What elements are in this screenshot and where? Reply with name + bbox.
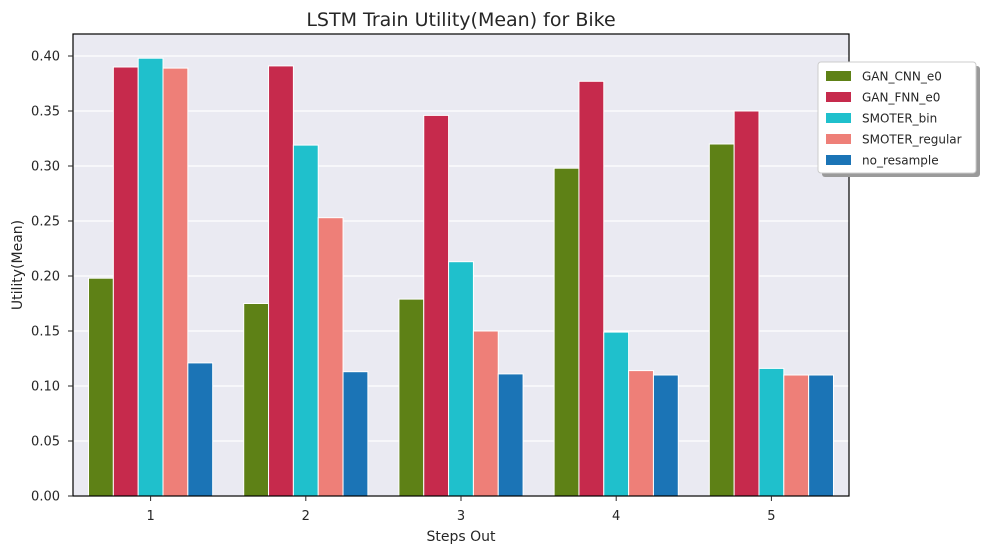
bar-smoter-bin-step-4	[603, 331, 630, 497]
bar-smoter-bin-step-5	[758, 367, 785, 497]
bar-smoter-bin-step-1	[137, 57, 164, 497]
legend-label: GAN_CNN_e0	[862, 70, 942, 84]
bar-no-resample-step-5	[808, 374, 834, 497]
bars	[88, 57, 834, 497]
bar-gan-cnn-e0-step-1	[88, 277, 114, 497]
bar-smoter-bin-step-2	[292, 144, 319, 497]
legend-swatch-no-resample	[826, 155, 851, 165]
chart-title: LSTM Train Utility(Mean) for Bike	[306, 9, 615, 31]
bar-no-resample-step-2	[342, 371, 369, 497]
y-tick-label: 0.30	[31, 160, 60, 175]
legend-swatch-gan-cnn-e0	[826, 71, 851, 81]
legend-label: SMOTER_regular	[862, 133, 962, 147]
bar-smoter-bin-step-3	[448, 261, 474, 497]
x-tick-label: 4	[612, 509, 620, 524]
bar-no-resample-step-3	[497, 373, 524, 497]
legend-swatch-gan-fnn-e0	[826, 92, 851, 102]
bar-gan-cnn-e0-step-2	[243, 303, 270, 497]
x-axis-ticks: 1 2 3 4 5	[146, 496, 776, 524]
bar-gan-fnn-e0-step-2	[268, 65, 294, 497]
bar-smoter-regular-step-2	[317, 217, 344, 497]
y-tick-label: 0.10	[31, 380, 60, 395]
bar-gan-cnn-e0-step-4	[553, 167, 580, 497]
legend-items: GAN_CNN_e0 GAN_FNN_e0 SMOTER_bin SMOTER_reg…	[826, 70, 962, 168]
bar-smoter-regular-step-5	[783, 374, 810, 497]
bar-gan-cnn-e0-step-5	[708, 143, 735, 497]
bar-gan-cnn-e0-step-3	[398, 298, 425, 497]
y-tick-label: 0.40	[31, 50, 60, 65]
legend-swatch-smoter-bin	[826, 113, 851, 123]
bar-smoter-regular-step-1	[162, 67, 189, 497]
bar-no-resample-step-4	[652, 374, 679, 497]
legend-swatch-smoter-regular	[826, 134, 851, 144]
y-tick-label: 0.05	[31, 435, 60, 450]
y-axis-label: Utility(Mean)	[10, 220, 26, 310]
y-tick-label: 0.25	[31, 215, 60, 230]
x-tick-label: 5	[767, 509, 775, 524]
bar-smoter-regular-step-3	[472, 330, 499, 497]
bar-gan-fnn-e0-step-5	[733, 110, 760, 497]
bar-no-resample-step-1	[187, 362, 214, 497]
legend-label: no_resample	[862, 154, 939, 168]
y-tick-label: 0.20	[31, 270, 60, 285]
y-axis-ticks: 0.00 0.05 0.10 0.15 0.20 0.25 0.30 0.35 0.40	[31, 50, 73, 505]
x-tick-label: 2	[302, 509, 310, 524]
legend-label: GAN_FNN_e0	[862, 91, 940, 105]
x-tick-label: 1	[146, 509, 154, 524]
x-axis-label: Steps Out	[426, 529, 496, 545]
x-tick-label: 3	[457, 509, 465, 524]
legend-label: SMOTER_bin	[862, 112, 937, 126]
bar-smoter-regular-step-4	[628, 370, 654, 497]
bar-gan-fnn-e0-step-4	[578, 80, 605, 497]
legend: GAN_CNN_e0 GAN_FNN_e0 SMOTER_bin SMOTER_reg…	[817, 61, 980, 177]
bar-gan-fnn-e0-step-3	[423, 114, 450, 497]
bar-gan-fnn-e0-step-1	[112, 66, 139, 497]
legend-box	[817, 61, 977, 174]
y-tick-label: 0.00	[31, 490, 60, 505]
y-tick-label: 0.15	[31, 325, 60, 340]
y-tick-label: 0.35	[31, 105, 60, 120]
